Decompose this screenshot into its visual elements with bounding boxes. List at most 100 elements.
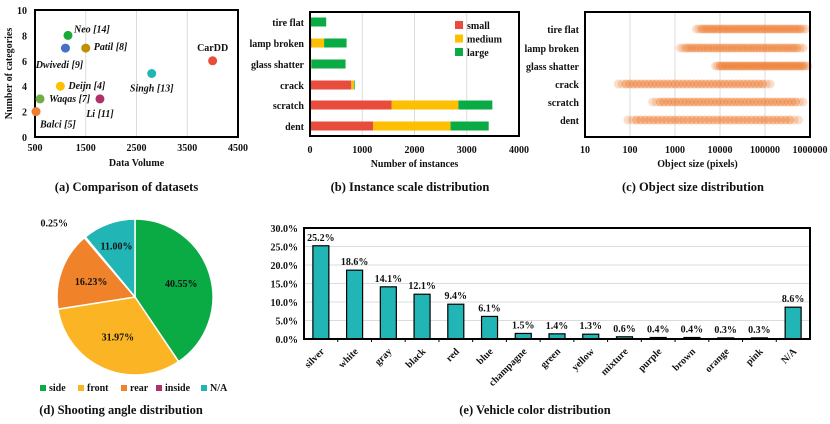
data-point	[674, 115, 684, 125]
category-label: dent	[285, 122, 305, 133]
data-point	[787, 61, 797, 71]
y-tick-label: 30.0%	[271, 224, 299, 235]
data-point	[746, 43, 756, 53]
data-label: 6.1%	[478, 303, 501, 314]
bar-segment	[324, 38, 347, 48]
x-tick-label: 10	[580, 145, 590, 156]
data-point	[685, 79, 695, 89]
data-point	[734, 61, 744, 71]
data-point	[693, 97, 703, 107]
data-point	[743, 43, 753, 53]
data-point	[663, 79, 673, 89]
data-point	[734, 43, 744, 53]
data-point	[772, 115, 782, 125]
data-point	[724, 24, 734, 34]
data-point	[754, 24, 764, 34]
data-point	[690, 43, 700, 53]
data-point	[777, 43, 787, 53]
x-tick-label: 10000	[708, 145, 733, 156]
data-point	[651, 79, 661, 89]
data-point	[776, 115, 786, 125]
x-tick-label: 1500	[76, 143, 96, 154]
data-point	[734, 115, 744, 125]
caption-a: (a) Comparison of datasets	[55, 180, 199, 194]
category-label: purple	[637, 346, 665, 374]
data-point	[768, 61, 778, 71]
data-point	[766, 61, 776, 71]
data-point	[705, 24, 715, 34]
bar-segment	[310, 59, 312, 69]
data-point	[764, 43, 774, 53]
data-point	[721, 43, 731, 53]
data-point	[708, 24, 718, 34]
caption-e: (e) Vehicle color distribution	[459, 403, 611, 417]
data-point	[625, 79, 635, 89]
data-point	[746, 24, 756, 34]
data-point	[95, 94, 105, 104]
data-point	[682, 97, 692, 107]
data-point	[754, 61, 764, 71]
data-point	[760, 97, 770, 107]
data-point	[628, 79, 638, 89]
legend-label: small	[467, 21, 490, 32]
category-label: brown	[671, 346, 699, 374]
data-point	[782, 61, 792, 71]
data-point	[795, 43, 805, 53]
data-point	[687, 115, 697, 125]
data-label: 9.4%	[445, 291, 468, 302]
data-point	[729, 61, 739, 71]
x-tick-label: 500	[28, 143, 43, 154]
data-point	[755, 43, 765, 53]
data-point	[741, 24, 751, 34]
data-point	[762, 24, 772, 34]
category-label: red	[444, 346, 462, 364]
data-point	[735, 79, 745, 89]
y-tick-label: 5.0%	[276, 317, 299, 328]
data-point	[781, 115, 791, 125]
category-label: glass shatter	[526, 62, 580, 73]
data-point	[730, 43, 740, 53]
data-point	[713, 24, 723, 34]
data-point	[792, 43, 802, 53]
data-point	[732, 24, 742, 34]
data-point	[678, 97, 688, 107]
data-point	[663, 97, 673, 107]
pie-slice	[56, 236, 137, 310]
category-label: yellow	[570, 346, 598, 374]
data-point	[716, 24, 726, 34]
data-point	[755, 115, 765, 125]
x-tick-label: 2500	[127, 143, 147, 154]
data-point	[752, 24, 762, 34]
data-point	[731, 61, 741, 71]
data-point	[670, 97, 680, 107]
slice-label: 16.23%	[75, 277, 108, 288]
data-point	[749, 24, 759, 34]
plot-frame	[34, 9, 239, 138]
data-point	[749, 97, 759, 107]
data-label: 0.4%	[681, 325, 704, 336]
data-point	[758, 43, 768, 53]
data-point	[801, 61, 811, 71]
data-point	[636, 115, 646, 125]
data-point	[789, 115, 799, 125]
data-point	[768, 115, 778, 125]
y-tick-label: 6	[22, 57, 27, 68]
data-point	[798, 97, 808, 107]
data-point	[667, 97, 677, 107]
data-point	[775, 97, 785, 107]
data-point	[715, 43, 725, 53]
data-point	[715, 97, 725, 107]
slice-label: 40.55%	[165, 279, 198, 290]
data-point	[55, 81, 65, 91]
data-point	[648, 97, 658, 107]
legend-swatch	[40, 385, 46, 391]
data-point	[675, 43, 685, 53]
data-point	[786, 43, 796, 53]
category-label: green	[539, 346, 564, 371]
data-point	[682, 79, 692, 89]
point-label: Neo [14]	[73, 24, 110, 35]
data-point	[748, 61, 758, 71]
x-tick-label: 1000	[665, 145, 685, 156]
data-point	[767, 43, 777, 53]
bar	[447, 303, 465, 340]
